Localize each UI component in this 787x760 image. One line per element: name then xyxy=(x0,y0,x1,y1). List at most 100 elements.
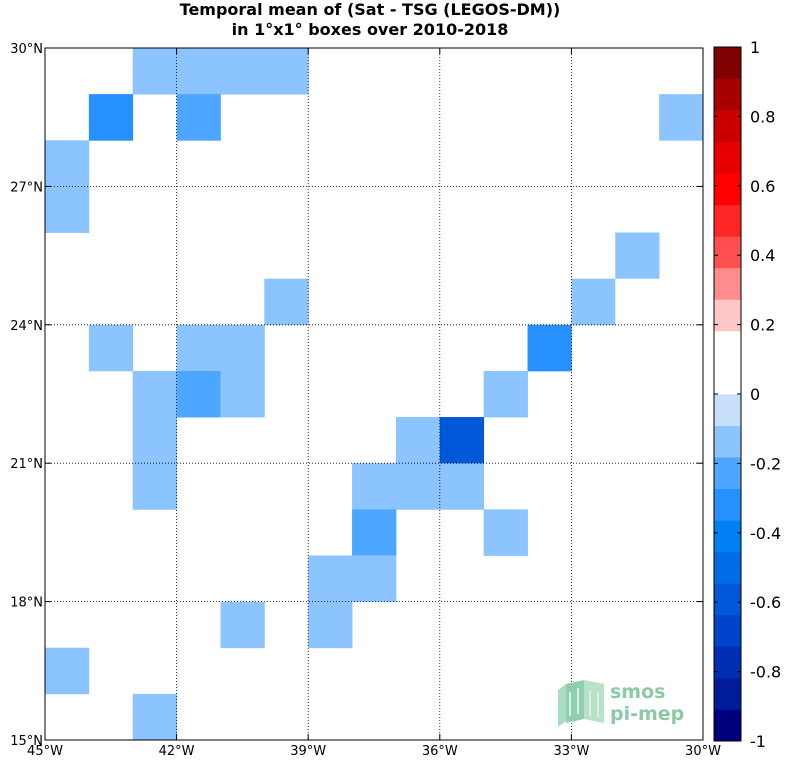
colorbar-tick-label: 0.8 xyxy=(750,107,775,126)
heatmap-cell xyxy=(483,509,528,556)
colorbar-segment xyxy=(714,47,741,79)
colorbar-tick-label: 0.2 xyxy=(750,316,775,335)
heatmap-cell xyxy=(176,324,221,372)
heatmap-cell xyxy=(132,693,177,741)
y-tick-label: 27°N xyxy=(10,180,43,195)
colorbar-segment xyxy=(714,110,741,143)
x-tick-label: 30°W xyxy=(685,744,721,759)
logo-text-smos: smos xyxy=(610,681,665,703)
x-tick-label: 36°W xyxy=(422,744,458,759)
chart-title: Temporal mean of (Sat - TSG (LEGOS-DM)) … xyxy=(0,0,740,40)
heatmap-cell xyxy=(220,601,265,649)
logo-icon xyxy=(558,680,604,727)
heatmap-cell xyxy=(220,370,265,418)
heatmap-cell xyxy=(439,463,485,510)
heatmap-cell xyxy=(308,140,353,187)
x-tick-label: 33°W xyxy=(553,744,589,759)
heatmap-cell xyxy=(527,324,572,372)
colorbar-segment xyxy=(714,299,741,332)
heatmap-cell xyxy=(659,94,704,141)
heatmap-cell xyxy=(176,370,221,418)
heatmap-cell xyxy=(483,370,528,418)
heatmap-cell xyxy=(352,555,397,602)
heatmap-cell xyxy=(352,463,397,510)
logo-text-pi-mep: pi-mep xyxy=(610,703,684,725)
y-tick-label: 21°N xyxy=(10,457,43,472)
colorbar-tick-label: -0.6 xyxy=(750,593,781,612)
heatmap-cell xyxy=(308,555,353,602)
colorbar-segment xyxy=(714,236,741,269)
heatmap-cell xyxy=(220,324,265,372)
heatmap-cell xyxy=(45,140,90,187)
colorbar-tick-label: -0.8 xyxy=(750,663,781,682)
y-tick-label: 15°N xyxy=(10,734,43,749)
heatmap-cell xyxy=(132,417,177,464)
colorbar-tick-label: 0.6 xyxy=(750,177,775,196)
heatmap-cell xyxy=(132,48,177,95)
heatmap-cell xyxy=(132,370,177,418)
heatmap-cell xyxy=(45,186,90,233)
heatmap-cell xyxy=(176,94,221,141)
x-tick-label: 45°W xyxy=(27,744,63,759)
heatmap-cell xyxy=(308,601,353,649)
colorbar-tick-label: -0.2 xyxy=(750,454,781,473)
heatmap-cell xyxy=(132,463,177,510)
heatmap-cell xyxy=(264,278,309,326)
colorbar-segment xyxy=(714,457,741,490)
heatmap-cell xyxy=(45,647,90,695)
y-tick-label: 30°N xyxy=(10,42,43,57)
colorbar-segment xyxy=(714,520,741,553)
heatmap-cell xyxy=(88,509,134,556)
colorbar-tick-label: 0 xyxy=(750,385,760,404)
colorbar-ticks: -1 -0.8 -0.6 -0.4 -0.2 0 0.2 0.4 0.6 0.8 1 xyxy=(714,38,781,751)
chart-title-line-1: Temporal mean of (Sat - TSG (LEGOS-DM)) xyxy=(179,0,561,19)
colorbar-segment xyxy=(714,551,741,584)
plot-axes xyxy=(44,47,704,741)
x-tick-label: 39°W xyxy=(290,744,326,759)
heatmap-cell xyxy=(395,417,441,464)
plot-frame xyxy=(44,47,704,741)
heatmap-cell xyxy=(571,278,616,326)
colorbar-segment xyxy=(714,709,741,742)
heatmap-cell xyxy=(88,94,134,141)
heatmap-cell xyxy=(352,509,397,556)
colorbar-tick-label: 1 xyxy=(750,38,760,57)
heatmap-cell xyxy=(659,463,704,510)
colorbar xyxy=(713,46,742,742)
colorbar-segment xyxy=(714,646,741,679)
x-axis-ticks: 45°W 42°W 39°W 36°W 33°W 30°W xyxy=(27,48,721,759)
colorbar-tick-label: -1 xyxy=(750,732,766,751)
heatmap-cell xyxy=(395,463,441,510)
heatmap-cells xyxy=(45,48,704,741)
colorbar-segment xyxy=(714,204,741,237)
heatmap-cell xyxy=(439,140,485,187)
colorbar-segment xyxy=(714,677,741,710)
colorbar-segment xyxy=(714,425,741,458)
heatmap-cell xyxy=(352,94,397,141)
grid-lines xyxy=(45,48,703,740)
heatmap-cell xyxy=(308,186,353,233)
colorbar-tick-label: -0.4 xyxy=(750,524,781,543)
colorbar-segment xyxy=(714,614,741,647)
heatmap-cell xyxy=(352,140,397,187)
heatmap-cell xyxy=(176,48,221,95)
y-axis-ticks: 15°N 18°N 21°N 24°N 27°N 30°N xyxy=(10,42,703,749)
heatmap-cell xyxy=(264,48,309,95)
heatmap-cell xyxy=(615,278,660,326)
heatmap-cell xyxy=(439,417,485,464)
y-tick-label: 18°N xyxy=(10,596,43,611)
heatmap-cell xyxy=(88,324,134,372)
x-tick-label: 42°W xyxy=(159,744,195,759)
colorbar-segment xyxy=(714,78,741,111)
chart-title-line-2: in 1°x1° boxes over 2010-2018 xyxy=(231,20,509,39)
colorbar-segment xyxy=(714,330,741,363)
colorbar-segment xyxy=(714,362,741,395)
y-tick-label: 24°N xyxy=(10,319,43,334)
heatmap-cell xyxy=(395,324,441,372)
heatmap-cell xyxy=(220,48,265,95)
colorbar-segment xyxy=(714,173,741,206)
colorbar-segment xyxy=(714,583,741,616)
colorbar-segment xyxy=(714,394,741,426)
colorbar-segment xyxy=(714,488,741,521)
